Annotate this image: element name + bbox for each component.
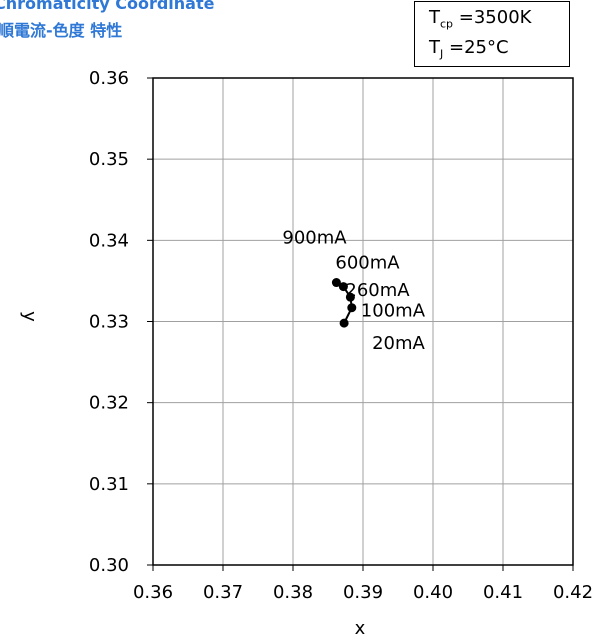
y-axis-label: y (19, 311, 40, 322)
tcp-symbol: T (429, 7, 440, 28)
data-point (339, 318, 349, 328)
data-point (345, 292, 355, 302)
data-label: 20mA (372, 333, 425, 354)
conditions-box: Tcp =3500K TJ =25°C (414, 1, 570, 67)
chart-title: Chromaticity Coordinate (0, 0, 215, 13)
y-tick-label: 0.33 (89, 312, 129, 333)
y-tick-label: 0.32 (89, 393, 129, 414)
data-label: 100mA (361, 301, 426, 322)
x-tick-label: 0.36 (133, 582, 173, 603)
x-tick-label: 0.40 (413, 582, 453, 603)
data-label: 600mA (335, 253, 400, 274)
data-point (338, 282, 348, 292)
data-point (331, 278, 341, 288)
tj-symbol: T (429, 37, 440, 58)
data-label: 900mA (282, 228, 347, 249)
tcp-value: =3500K (458, 7, 532, 28)
tj-value: =25°C (448, 37, 509, 58)
data-point (347, 303, 357, 313)
y-tick-label: 0.36 (89, 68, 129, 89)
x-tick-label: 0.39 (343, 582, 383, 603)
tj-condition: TJ =25°C (429, 37, 509, 61)
x-axis-label: x (355, 618, 366, 639)
x-tick-label: 0.42 (553, 582, 593, 603)
y-tick-label: 0.31 (89, 474, 129, 495)
tcp-subscript: cp (440, 17, 454, 31)
y-tick-label: 0.30 (89, 555, 129, 576)
y-tick-label: 0.35 (89, 149, 129, 170)
x-tick-label: 0.38 (273, 582, 313, 603)
data-label: 260mA (345, 280, 410, 301)
y-tick-label: 0.34 (89, 230, 129, 251)
chart-subtitle: 順電流-色度 特性 (0, 21, 123, 40)
tj-subscript: J (440, 47, 444, 61)
x-tick-label: 0.41 (483, 582, 523, 603)
x-tick-label: 0.37 (203, 582, 243, 603)
tcp-condition: Tcp =3500K (429, 7, 531, 31)
